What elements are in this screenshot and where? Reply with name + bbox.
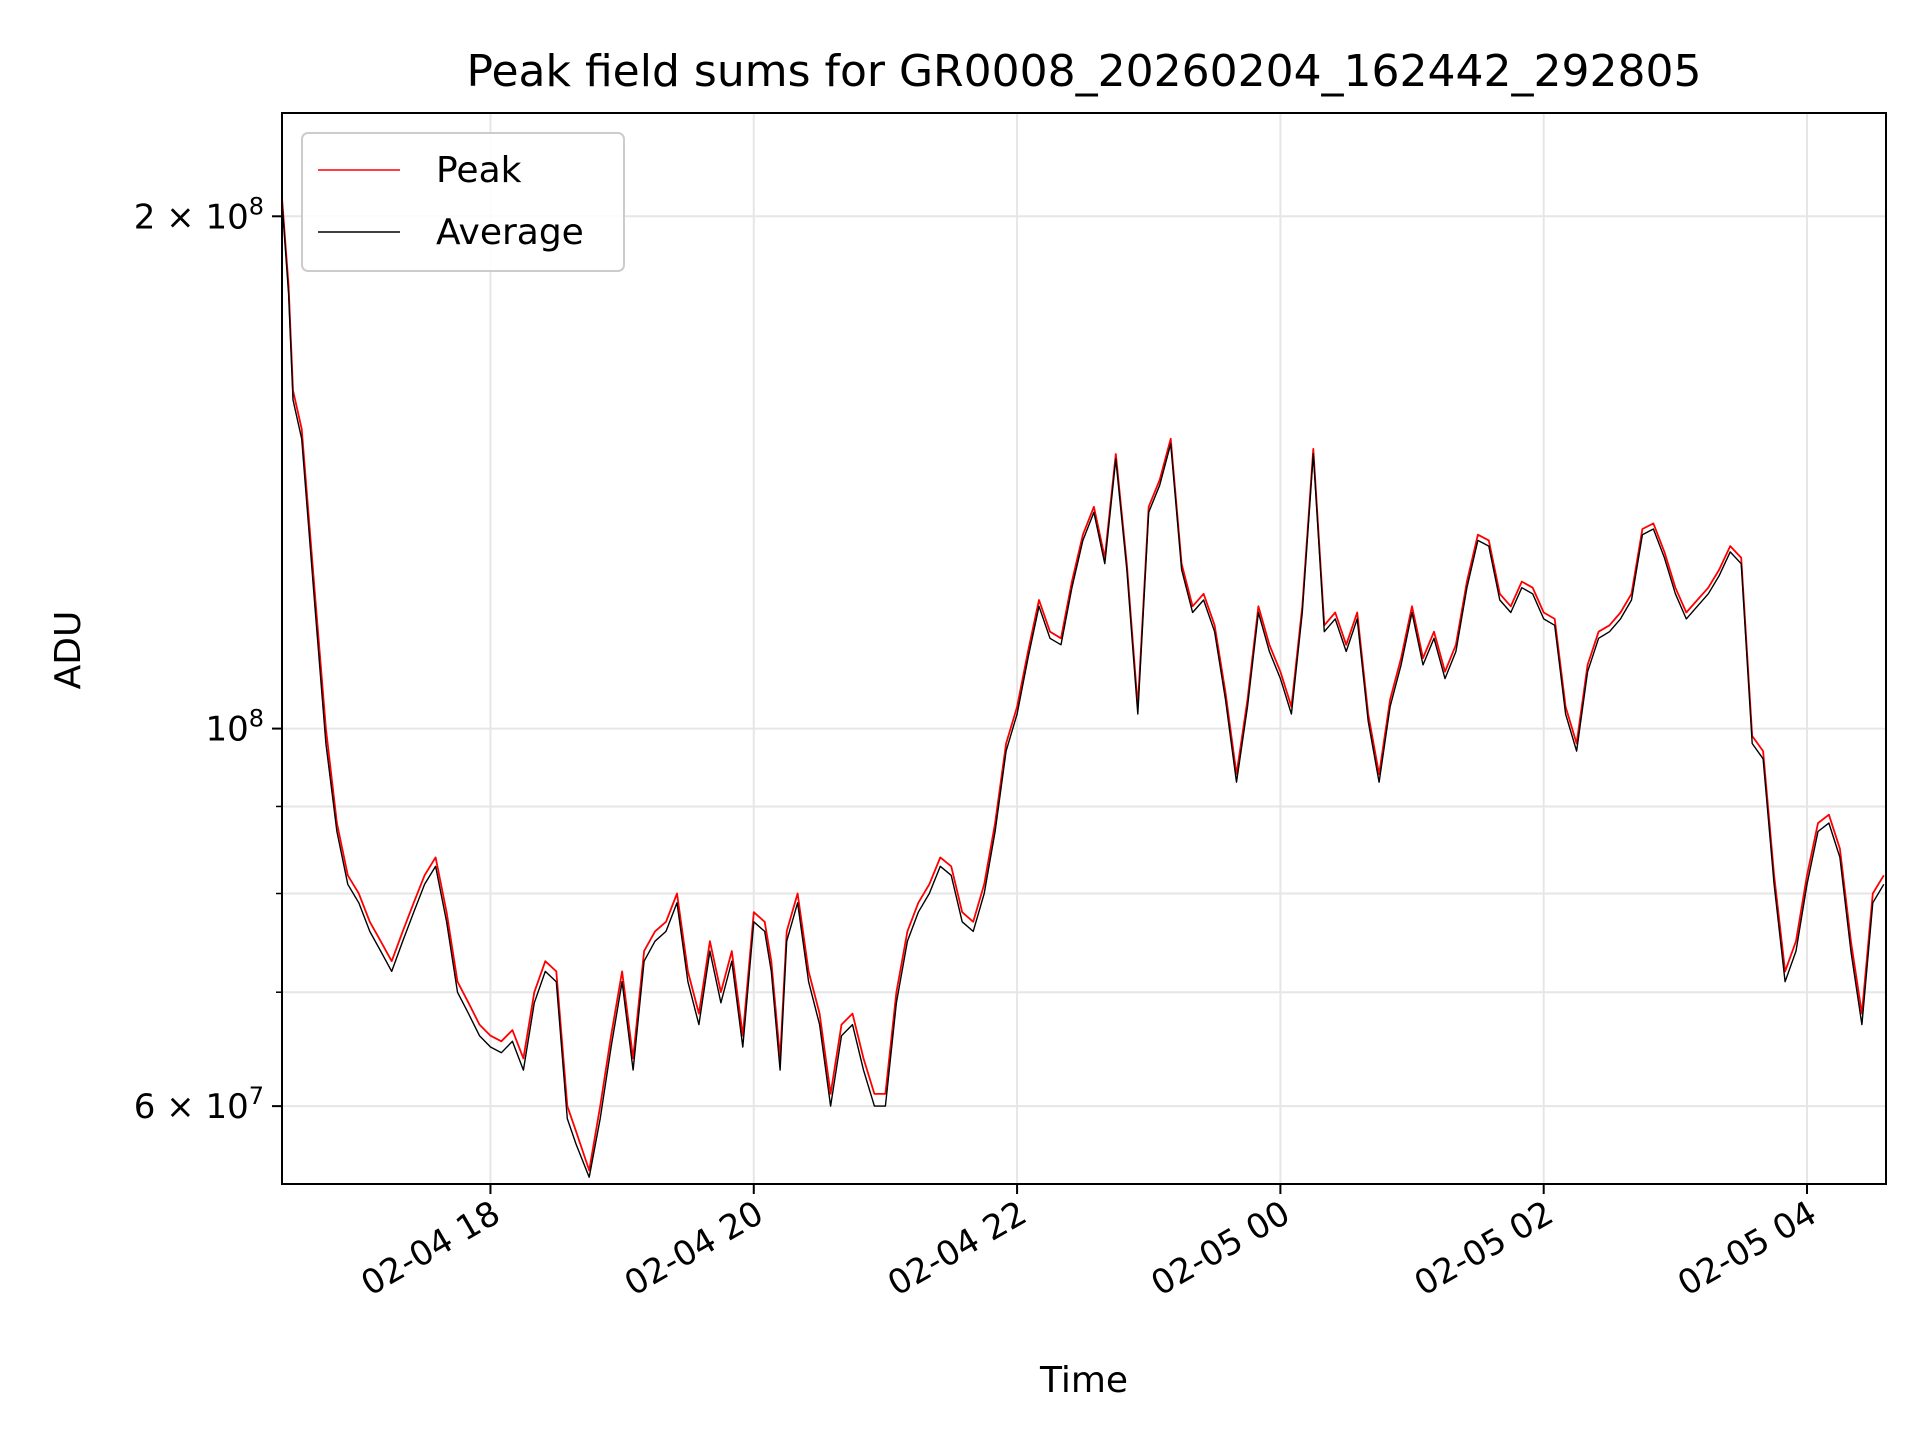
legend-box (301, 132, 625, 272)
y-tick-label: 2 × 108 (134, 192, 264, 237)
y-tick-label-exponent: 7 (249, 1082, 264, 1110)
grid (282, 113, 1886, 1184)
series-line-average (282, 201, 1885, 1178)
y-tick-label-base: 10 (205, 710, 248, 750)
y-tick-label-exponent: 8 (249, 192, 264, 220)
y-tick-label-base: 2 × 10 (134, 197, 249, 237)
y-tick-label-base: 6 × 10 (134, 1087, 249, 1127)
chart-title: Peak field sums for GR0008_20260204_1624… (467, 46, 1702, 97)
x-axis-title: Time (1039, 1360, 1128, 1401)
legend-label-average: Average (436, 212, 584, 253)
y-tick-label-exponent: 8 (249, 705, 264, 733)
legend-label-peak: Peak (436, 150, 522, 191)
series-layer (282, 197, 1885, 1178)
y-tick-label: 108 (205, 705, 264, 750)
legend: Peak Average (301, 132, 625, 272)
series-line-peak (282, 197, 1885, 1172)
plot-frame (281, 112, 1887, 1185)
y-axis-title: ADU (48, 611, 89, 690)
y-tick-label: 6 × 107 (134, 1082, 264, 1127)
